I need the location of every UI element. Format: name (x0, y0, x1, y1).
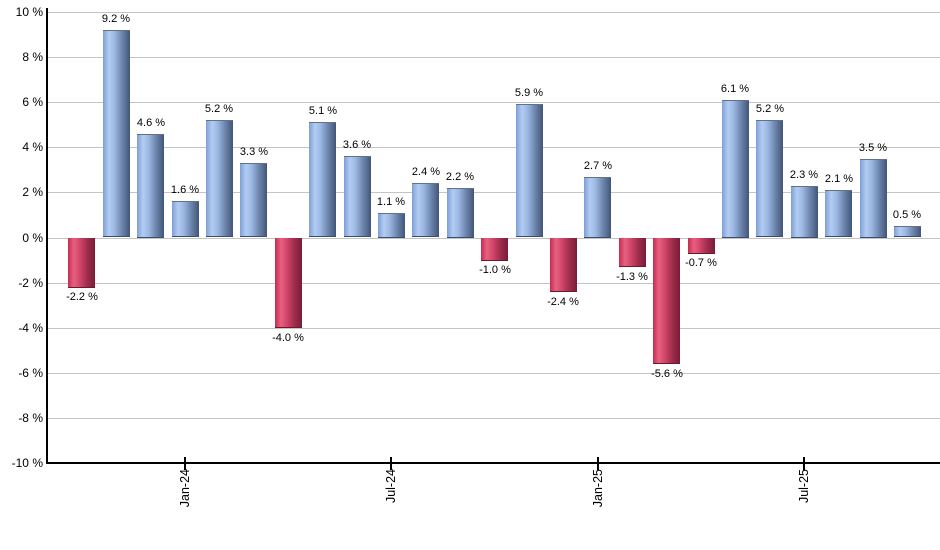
gridline-4pct (48, 147, 940, 148)
bar-Dec-24 (550, 238, 577, 292)
bar-value-label: -4.0 % (272, 332, 304, 344)
y-axis-tick-label: -10 % (11, 456, 43, 470)
gridline--6pct (48, 373, 940, 374)
bar-value-label: 2.4 % (411, 166, 441, 178)
bar-May-25 (722, 100, 749, 238)
y-axis-tick-label: 2 % (22, 185, 43, 199)
bar-Feb-24 (206, 120, 233, 237)
bar-value-label: 1.6 % (170, 184, 200, 196)
bar-value-label: 1.1 % (376, 196, 406, 208)
gridline-10pct (48, 12, 940, 13)
bar-value-label: -1.3 % (616, 271, 648, 283)
x-axis-tick-label: Jul-25 (797, 469, 811, 504)
bar-Jan-25 (584, 177, 611, 238)
bar-Apr-25 (688, 238, 715, 254)
bar-Sep-24 (447, 188, 474, 238)
x-axis-tick-label: Jan-25 (591, 469, 605, 508)
bar-value-label: -1.0 % (479, 264, 511, 276)
y-axis-tick-label: 4 % (22, 140, 43, 154)
bar-value-label: 3.5 % (858, 142, 888, 154)
bar-value-label: -2.2 % (66, 291, 98, 303)
bar-Nov-24 (516, 104, 543, 237)
bar-Aug-25 (825, 190, 852, 237)
y-axis-line (46, 8, 48, 464)
y-axis-tick-label: 6 % (22, 95, 43, 109)
bar-Jan-24 (172, 201, 199, 237)
bar-Oct-23 (68, 238, 95, 288)
x-axis-line (46, 462, 940, 464)
bar-value-label: 5.2 % (755, 103, 785, 115)
bar-value-label: 9.2 % (101, 13, 131, 25)
bar-Oct-25 (894, 226, 921, 237)
bar-Feb-25 (619, 238, 646, 267)
bar-value-label: 5.9 % (514, 87, 544, 99)
bar-Mar-25 (653, 238, 680, 364)
bar-Mar-24 (240, 163, 267, 237)
x-axis-tick (803, 457, 805, 470)
bar-value-label: -5.6 % (651, 368, 683, 380)
bar-May-24 (309, 122, 336, 237)
gridline-8pct (48, 57, 940, 58)
bar-Sep-25 (860, 159, 887, 238)
bar-value-label: -2.4 % (547, 296, 579, 308)
y-axis-tick-label: -8 % (18, 411, 43, 425)
gridline-6pct (48, 102, 940, 103)
x-axis-tick-label: Jul-24 (384, 469, 398, 504)
bar-value-label: 2.1 % (824, 173, 854, 185)
y-axis-tick-label: 8 % (22, 50, 43, 64)
bar-value-label: 3.6 % (342, 139, 372, 151)
bar-value-label: 4.6 % (136, 117, 166, 129)
bar-value-label: -0.7 % (685, 257, 717, 269)
bar-value-label: 6.1 % (720, 83, 750, 95)
bar-value-label: 3.3 % (239, 146, 269, 158)
bar-value-label: 2.7 % (583, 160, 613, 172)
bar-Dec-23 (137, 134, 164, 238)
bar-value-label: 2.3 % (789, 169, 819, 181)
y-axis-tick-label: -2 % (18, 276, 43, 290)
gridline-2pct (48, 192, 940, 193)
x-axis-tick (597, 457, 599, 470)
bar-Apr-24 (275, 238, 302, 328)
bar-Jul-25 (791, 186, 818, 238)
x-axis-tick (390, 457, 392, 470)
bar-value-label: 2.2 % (445, 171, 475, 183)
bar-Nov-23 (103, 30, 130, 237)
bar-value-label: 5.1 % (308, 105, 338, 117)
gridline--2pct (48, 283, 940, 284)
bar-Jun-24 (344, 156, 371, 237)
x-axis-tick (184, 457, 186, 470)
gridline--4pct (48, 328, 940, 329)
bar-value-label: 0.5 % (892, 209, 922, 221)
y-axis-tick-label: -4 % (18, 321, 43, 335)
bar-Jul-24 (378, 213, 405, 238)
bar-Oct-24 (481, 238, 508, 261)
bar-value-label: 5.2 % (204, 103, 234, 115)
y-axis-tick-label: 10 % (15, 5, 43, 19)
gridline--8pct (48, 418, 940, 419)
x-axis-tick-label: Jan-24 (178, 469, 192, 508)
y-axis-tick-label: 0 % (22, 231, 43, 245)
bar-Aug-24 (412, 183, 439, 237)
bar-Jun-25 (756, 120, 783, 237)
y-axis-tick-label: -6 % (18, 366, 43, 380)
